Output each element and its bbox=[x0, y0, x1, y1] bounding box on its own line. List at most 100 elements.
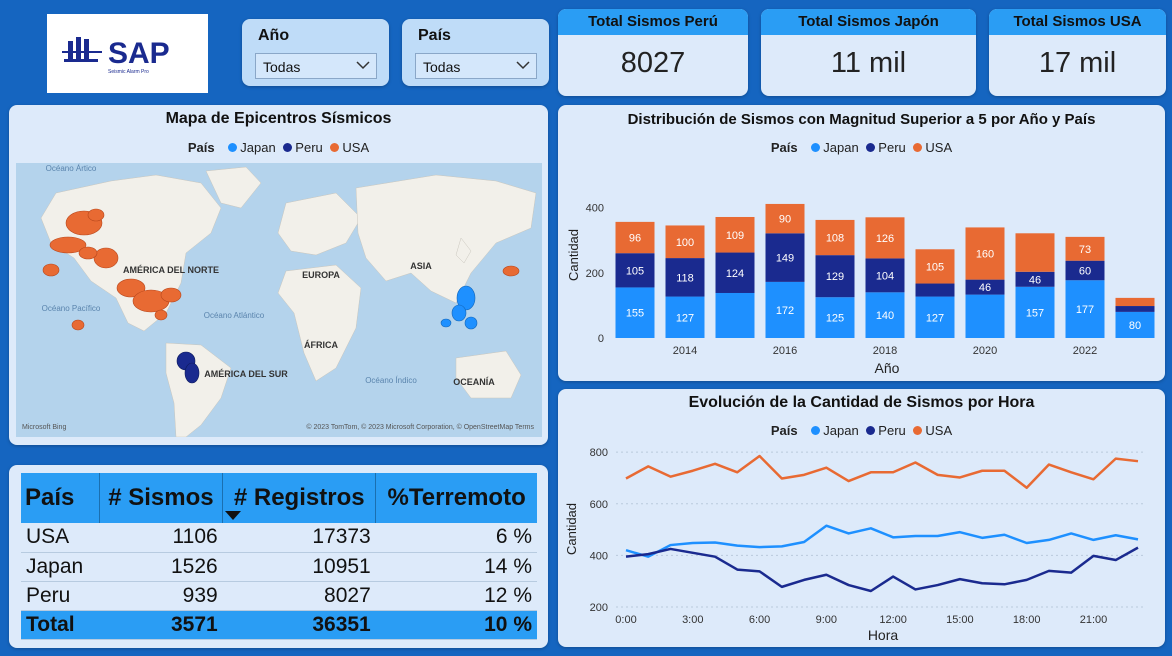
cell-country: USA bbox=[21, 523, 100, 553]
legend-item: USA bbox=[342, 140, 370, 155]
bar-data-label: 118 bbox=[676, 272, 694, 284]
bar-segment-usa[interactable] bbox=[915, 249, 955, 284]
map-legend: País Japan Peru USA bbox=[9, 140, 548, 155]
bar-segment-usa[interactable] bbox=[715, 216, 755, 253]
map-canvas[interactable]: Océano Ártico Océano Pacífico Océano Atl… bbox=[16, 163, 542, 437]
kpi-usa: Total Sismos USA 17 mil bbox=[989, 9, 1166, 96]
country-filter[interactable]: País Todas bbox=[402, 19, 549, 86]
bar-ytick: 0 bbox=[598, 333, 604, 345]
line-marks[interactable] bbox=[625, 454, 1139, 593]
kpi-japan: Total Sismos Japón 11 mil bbox=[761, 9, 976, 96]
bar-data-label: 149 bbox=[776, 253, 794, 265]
bar-data-label: 127 bbox=[676, 312, 694, 324]
epicenter-map[interactable]: Océano Ártico Océano Pacífico Océano Atl… bbox=[16, 163, 542, 437]
bar-data-label: 104 bbox=[876, 270, 894, 282]
legend-title: País bbox=[770, 140, 798, 155]
line-chart-title: Evolución de la Cantidad de Sismos por H… bbox=[688, 394, 1035, 411]
bar-segment-peru[interactable] bbox=[665, 258, 705, 297]
bar-segment-japan[interactable] bbox=[615, 287, 655, 338]
bar-chart[interactable]: Cantidad Año 0 200 400 2014 2016 2018 20… bbox=[558, 105, 1165, 381]
bar-segment-japan[interactable] bbox=[815, 297, 855, 338]
bar-marks[interactable]: 155 105 96 127 118 100 124 109 172 149 90 125 129 108… bbox=[615, 203, 1155, 338]
line-series-japan[interactable] bbox=[625, 524, 1139, 558]
map-label-asia: ASIA bbox=[410, 261, 432, 271]
bar-segment-usa[interactable] bbox=[765, 203, 805, 234]
country-dropdown[interactable]: Todas bbox=[415, 53, 537, 79]
bar-data-label: 60 bbox=[1079, 265, 1091, 277]
table-row[interactable]: Japan 1526 10951 14 % bbox=[21, 552, 537, 582]
logo: SAP Seismic Alarm Pro bbox=[47, 14, 208, 93]
table-row[interactable]: USA 1106 17373 6 % bbox=[21, 523, 537, 553]
bar-segment-japan[interactable] bbox=[665, 296, 705, 338]
bar-y-ticks: 0 200 400 bbox=[586, 203, 604, 345]
bar-chart-legend: País Japan Peru USA bbox=[558, 140, 1165, 155]
bar-segment-japan[interactable] bbox=[865, 292, 905, 338]
cell-quakes: 1526 bbox=[99, 552, 223, 582]
bar-segment-japan[interactable] bbox=[1065, 280, 1105, 338]
bar-segment-usa[interactable] bbox=[615, 221, 655, 254]
line-series-peru[interactable] bbox=[625, 546, 1139, 593]
legend-dot-peru bbox=[283, 143, 293, 152]
logo-tagline: Seismic Alarm Pro bbox=[108, 69, 149, 75]
bar-xtick: 2016 bbox=[773, 345, 797, 357]
logo-text: SAP bbox=[108, 37, 170, 70]
bar-segment-japan[interactable] bbox=[1015, 286, 1055, 338]
map-copyright[interactable]: © 2023 TomTom, © 2023 Microsoft Corporat… bbox=[306, 423, 534, 431]
line-xtick: 9:00 bbox=[816, 614, 837, 626]
bar-segment-peru[interactable] bbox=[1065, 260, 1105, 281]
line-chart[interactable]: Cantidad Hora 200 400 600 800 0:00 3:00 … bbox=[558, 389, 1165, 647]
bar-segment-japan[interactable] bbox=[915, 296, 955, 338]
line-x-ticks: 0:00 3:00 6:00 9:00 12:00 15:00 18:00 21… bbox=[615, 614, 1107, 626]
col-header-country[interactable]: País bbox=[21, 473, 100, 523]
col-header-earthquake-pct[interactable]: %Terremoto bbox=[375, 473, 537, 523]
bar-segment-japan[interactable] bbox=[1115, 311, 1155, 338]
legend-item: Japan bbox=[823, 140, 859, 155]
bar-data-label: 125 bbox=[826, 313, 844, 325]
year-filter[interactable]: Año Todas bbox=[242, 19, 389, 86]
kpi-value: 17 mil bbox=[1038, 47, 1117, 79]
bar-segment-usa[interactable] bbox=[665, 225, 705, 259]
map-label-atlantic: Océano Atlántico bbox=[204, 311, 265, 320]
col-header-records[interactable]: # Registros bbox=[222, 473, 377, 523]
bar-segment-usa[interactable] bbox=[865, 217, 905, 259]
map-card: Mapa de Epicentros Sísmicos País Japan P… bbox=[9, 105, 548, 445]
bar-data-label: 73 bbox=[1079, 244, 1091, 256]
usa-epicenters bbox=[42, 208, 520, 331]
bar-segment-peru[interactable] bbox=[715, 252, 755, 293]
bar-segment-peru[interactable] bbox=[865, 258, 905, 293]
bar-data-label: 109 bbox=[726, 230, 744, 242]
bar-segment-peru[interactable] bbox=[815, 255, 855, 298]
legend-dot-peru bbox=[866, 426, 876, 435]
bar-segment-japan[interactable] bbox=[715, 292, 755, 338]
bar-xtick: 2014 bbox=[673, 345, 697, 357]
cell-total-pct: 10 % bbox=[375, 610, 537, 640]
table-row[interactable]: Peru 939 8027 12 % bbox=[21, 581, 537, 611]
bar-segment-usa[interactable] bbox=[815, 219, 855, 256]
bar-data-label: 160 bbox=[976, 249, 994, 261]
bar-data-label: 126 bbox=[876, 233, 894, 245]
bar-data-label: 140 bbox=[876, 310, 894, 322]
bar-data-label: 96 bbox=[629, 233, 641, 245]
line-series-usa[interactable] bbox=[625, 454, 1139, 490]
map-label-north-america: AMÉRICA DEL NORTE bbox=[123, 265, 219, 275]
bar-segment-peru[interactable] bbox=[1015, 271, 1055, 287]
bar-segment-peru[interactable] bbox=[1115, 306, 1155, 312]
bar-segment-usa[interactable] bbox=[1065, 236, 1105, 261]
bar-segment-japan[interactable] bbox=[765, 281, 805, 338]
bar-segment-peru[interactable] bbox=[765, 233, 805, 282]
bar-segment-peru[interactable] bbox=[615, 253, 655, 288]
bar-segment-japan[interactable] bbox=[965, 294, 1005, 338]
bar-segment-peru[interactable] bbox=[915, 283, 955, 297]
cell-quakes: 1106 bbox=[99, 523, 223, 553]
line-xtick: 18:00 bbox=[1013, 614, 1041, 626]
bar-segment-usa[interactable] bbox=[965, 227, 1005, 280]
col-header-quakes[interactable]: # Sismos bbox=[99, 473, 224, 523]
kpi-value: 11 mil bbox=[830, 47, 907, 79]
bar-segment-usa[interactable] bbox=[1015, 233, 1055, 272]
cell-total-quakes: 3571 bbox=[99, 610, 223, 640]
bar-segment-peru[interactable] bbox=[965, 279, 1005, 295]
legend-title: País bbox=[770, 423, 798, 438]
kpi-title: Total Sismos Perú bbox=[558, 9, 748, 35]
bar-segment-usa[interactable] bbox=[1115, 297, 1155, 307]
year-dropdown[interactable]: Todas bbox=[255, 53, 377, 79]
